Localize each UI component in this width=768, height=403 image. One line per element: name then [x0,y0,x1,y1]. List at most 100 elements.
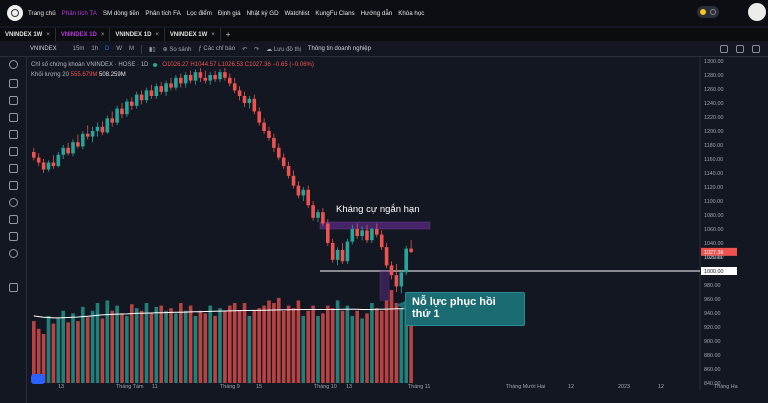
interval-15m[interactable]: 15m [72,46,85,52]
y-tick-label: 1100.00 [704,199,723,205]
candle-body [32,152,36,158]
x-tick-label: 13 [346,384,352,390]
interval-m[interactable]: M [129,46,135,52]
nav-item[interactable]: SM dòng tiền [102,9,140,17]
fullscreen-icon[interactable] [736,45,744,53]
nav-item[interactable]: Phân tích FA [145,9,181,17]
nav-item[interactable]: Định giá [217,9,241,17]
redo-icon[interactable]: ↷ [254,46,260,53]
y-tick-label: 1300.00 [704,59,724,65]
close-tab-icon[interactable]: × [46,31,50,38]
volume-bar [272,303,276,383]
candle-body [134,94,139,106]
volume-bar [81,306,85,383]
toolbar-divider [141,44,143,54]
volume-bar [130,304,134,383]
interval-1h[interactable]: 1h [91,46,99,52]
candle-body [237,90,242,96]
volume-bar [139,310,144,383]
brush-icon[interactable] [9,181,18,190]
avatar[interactable] [748,3,766,21]
toolbar-right-icons [712,45,760,53]
fib-icon[interactable] [9,147,18,156]
tab-label: VNINDEX 1W [169,31,208,38]
symbol-search[interactable]: VNINDEX [30,46,57,52]
tab[interactable]: VNINDEX 1D × [110,28,165,41]
volume-bar [291,308,296,383]
volume-bar [404,305,408,383]
candle-body [232,83,237,91]
indicators-label: Các chỉ báo [203,46,236,52]
recovery-annotation[interactable]: Nỗ lực phục hồi thứ 1 [405,292,525,326]
nav-item[interactable]: KungFu Clans [315,9,355,17]
snapshot-icon[interactable] [752,45,760,53]
tab[interactable]: VNINDEX 1W × [0,28,56,41]
volume-bar [41,333,46,383]
nav-item[interactable]: Hướng dẫn [360,9,393,17]
settings-icon[interactable] [720,45,728,53]
volume-bar [340,310,345,383]
chart-type-icon[interactable]: ▮▯ [149,46,156,53]
small-price-label: 1025.00 [704,255,722,261]
trash-icon[interactable] [9,283,18,292]
tab[interactable]: VNINDEX 1D × [56,28,111,41]
candle-body [281,157,286,166]
candle-body [159,86,163,92]
trendline-icon[interactable] [9,79,18,88]
candle-body [340,250,345,262]
magnet-icon[interactable] [9,215,18,224]
lock-icon[interactable] [9,232,18,241]
candle-body [66,147,70,154]
compare-button[interactable]: ⊕ So sánh [162,46,192,53]
volume-bar [174,313,178,383]
company-info-button[interactable]: Thông tin doanh nghiệp [307,46,371,52]
save-chart-button[interactable]: ☁ Lưu đồ thị [266,46,301,53]
nav-item[interactable]: Watchlist [284,9,310,17]
favorite-icon[interactable] [9,164,18,173]
volume-bar [277,297,281,383]
x-tick-label: 15 [256,384,262,390]
eye-icon[interactable] [9,249,18,258]
candle-body [384,247,389,266]
close-tab-icon[interactable]: × [100,31,105,38]
text-icon[interactable] [9,113,18,122]
nav-item[interactable]: Lọc điểm [186,9,212,17]
add-tab-icon[interactable]: + [225,30,231,39]
theme-toggle[interactable] [697,6,719,18]
resistance-annotation[interactable]: Kháng cự ngắn hạn [336,204,420,215]
price-chart[interactable]: 840.00 860.00 880.00 900.00 920.00 940.00 960.… [28,57,739,390]
shapes-icon[interactable] [9,96,18,105]
annotation-pointer [396,301,405,309]
nav-item[interactable]: Phân tích TA [61,9,97,17]
candle-body [76,142,80,147]
zoom-icon[interactable] [9,198,18,207]
tradingview-logo-icon[interactable] [31,374,45,384]
nav-item[interactable]: Nhật ký GD [246,9,279,17]
volume-bar [267,300,271,383]
volume-bar [370,303,374,383]
cursor-icon[interactable] [9,60,18,69]
pattern-icon[interactable] [9,130,18,139]
drawing-toolbar [0,57,27,403]
y-tick-label: 840.00 [704,381,721,387]
candle-body [301,189,306,196]
volume-bar [262,305,266,383]
nav-item[interactable]: Trang chủ [28,9,56,17]
resistance-zone [319,221,431,230]
candle-body [36,157,41,163]
undo-icon[interactable]: ↶ [242,46,248,53]
close-tab-icon[interactable]: × [211,31,215,38]
candle-body [105,118,110,133]
indicators-button[interactable]: ƒ Các chỉ báo [198,46,236,52]
volume-bar [301,315,306,383]
interval-d[interactable]: D [105,46,110,52]
volume-bar [66,322,70,383]
x-tick-label: 2023 [618,384,630,390]
tab[interactable]: VNINDEX 1W × [165,28,221,41]
candle-body [355,229,359,236]
app-logo[interactable] [7,5,23,21]
interval-w[interactable]: W [116,46,123,52]
nav-item[interactable]: Khóa học [398,9,425,17]
close-tab-icon[interactable]: × [155,31,159,38]
volume-bar [203,313,208,383]
